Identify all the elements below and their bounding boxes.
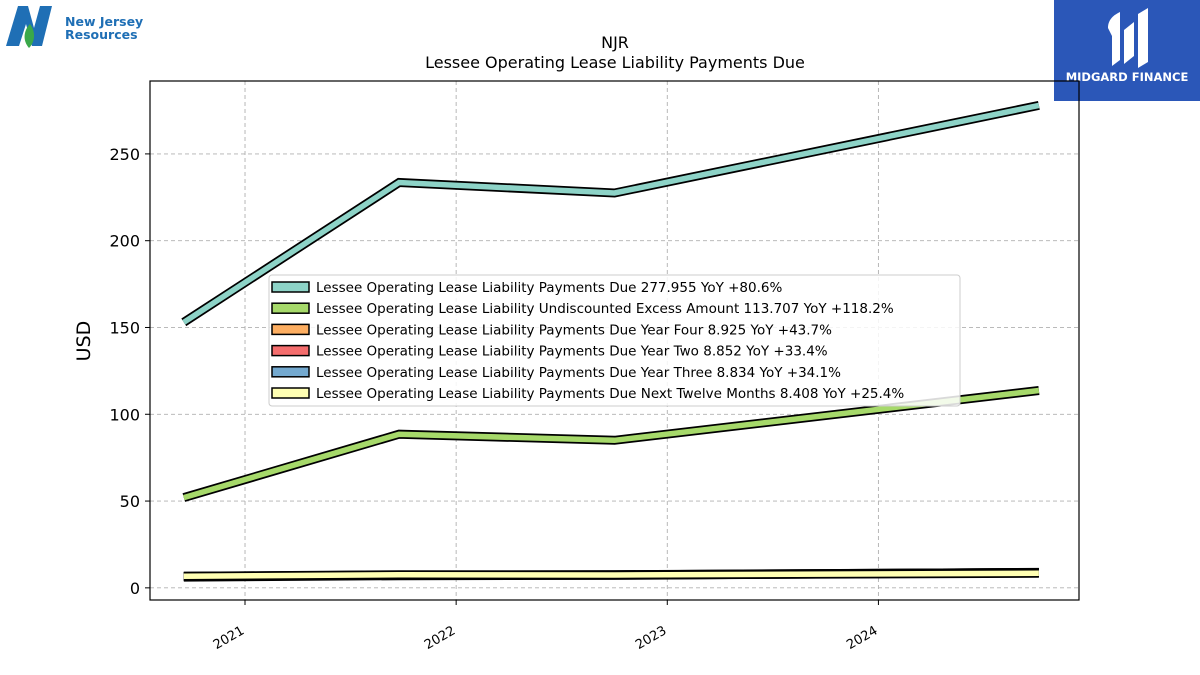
- series-line-fill: [183, 570, 1039, 579]
- legend-entry: Lessee Operating Lease Liability Undisco…: [316, 301, 894, 317]
- logo-text-line1: New Jersey: [65, 14, 143, 29]
- x-tick-label: 2022: [422, 623, 458, 653]
- legend-box: [268, 274, 961, 407]
- legend-entry: Lessee Operating Lease Liability Payment…: [316, 386, 904, 402]
- chart-subtitle: Lessee Operating Lease Liability Payment…: [425, 53, 805, 72]
- series-layer: [181, 100, 1040, 582]
- y-tick-label: 200: [109, 232, 140, 251]
- legend-swatch: [271, 366, 310, 378]
- chart-title: NJR: [601, 33, 629, 52]
- legend-entry: Lessee Operating Lease Liability Payment…: [316, 322, 832, 338]
- x-tick-label: 2021: [211, 623, 247, 653]
- legend-swatch: [271, 281, 310, 293]
- legend-swatch: [271, 387, 310, 399]
- legend-swatch: [271, 302, 310, 314]
- legend: Lessee Operating Lease Liability Payment…: [268, 274, 961, 407]
- y-tick-label: 50: [120, 492, 140, 511]
- series-line-fill: [182, 102, 1040, 325]
- series-line: [182, 386, 1040, 502]
- y-tick-label: 250: [109, 145, 140, 164]
- legend-swatch: [271, 344, 310, 357]
- x-tick-label: 2024: [844, 623, 880, 653]
- series-line: [181, 100, 1040, 327]
- midgard-logo-text: MIDGARD FINANCE: [1066, 70, 1189, 84]
- y-tick-label: 150: [109, 318, 140, 337]
- series-line-fill: [183, 387, 1040, 501]
- legend-entry: Lessee Operating Lease Liability Payment…: [316, 280, 782, 296]
- new-jersey-resources-logo: New Jersey Resources: [4, 4, 154, 50]
- logo-text-line2: Resources: [65, 27, 138, 42]
- legend-entry: Lessee Operating Lease Liability Payment…: [316, 344, 828, 360]
- y-tick-label: 100: [109, 405, 140, 424]
- x-tick-label: 2023: [633, 623, 669, 653]
- plot-frame: [149, 80, 1080, 601]
- legend-entry: Lessee Operating Lease Liability Payment…: [316, 365, 841, 381]
- legend-swatch: [271, 323, 310, 336]
- y-tick-label: 0: [130, 579, 140, 598]
- midgard-finance-logo: MIDGARD FINANCE: [1054, 0, 1200, 101]
- axis-ticks: 0 50 100 150 200 250 2021 2022 2023 2024: [109, 145, 880, 653]
- y-axis-label: USD: [73, 321, 95, 362]
- series-line: [183, 568, 1039, 581]
